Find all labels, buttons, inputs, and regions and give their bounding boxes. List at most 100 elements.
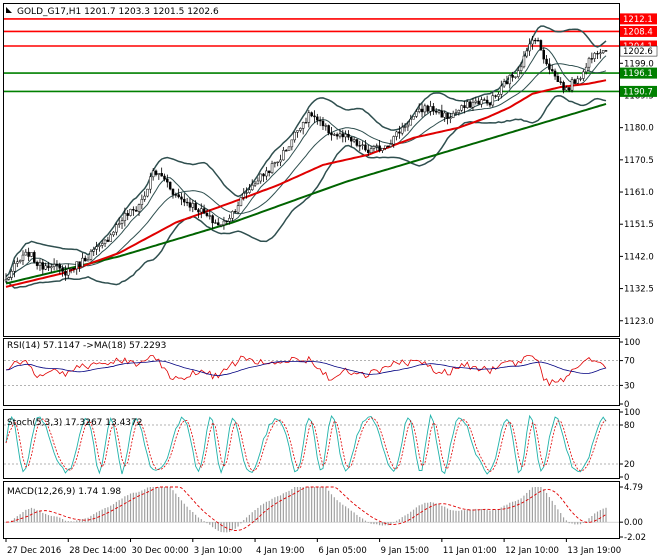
candle-body <box>61 268 64 272</box>
macd-tick-label: -2.02 <box>624 533 646 543</box>
candle-body <box>106 239 110 242</box>
candle-body <box>160 173 163 177</box>
candle-body <box>440 110 444 118</box>
candle-body <box>44 265 47 270</box>
candle-body <box>528 43 531 52</box>
stoch-pane: Stoch(5,3,3) 17.3267 13.4372 100 80 20 0 <box>3 408 640 483</box>
candle-body <box>398 131 401 134</box>
candle-body <box>350 136 353 142</box>
time-axis: 27 Dec 2016 28 Dec 14:00 30 Dec 00:00 3 Jan… <box>5 538 621 556</box>
candle-body <box>576 78 579 84</box>
candle-body <box>214 222 217 224</box>
candle-body <box>420 108 424 113</box>
stoch-tick-label: 100 <box>624 408 640 418</box>
stoch-tick-label: 80 <box>624 421 635 431</box>
candle-body <box>386 145 390 147</box>
candle-body <box>480 99 483 105</box>
candle-body <box>372 146 376 149</box>
candle-body <box>95 246 98 250</box>
candle-body <box>177 194 180 198</box>
candle-body <box>533 39 537 42</box>
candle-body <box>367 149 370 153</box>
candle-body <box>415 111 418 117</box>
candle-body <box>378 145 381 151</box>
candle-body <box>168 181 172 190</box>
rsi-tick-label: 30 <box>624 381 635 391</box>
candle-body <box>24 251 28 256</box>
price-tick-label: 1142.0 <box>624 252 654 262</box>
candle-body <box>590 58 594 60</box>
title-arrow-icon <box>6 7 12 13</box>
candle-body <box>381 148 384 151</box>
rsi-title: RSI(14) 57.1147 ->MA(18) 57.2293 <box>7 341 166 351</box>
candle-body <box>299 128 302 131</box>
macd-axis-labels: 4.79 0.00 -2.02 <box>619 483 646 543</box>
candle-body <box>508 75 512 85</box>
candle-body <box>38 262 42 266</box>
candle-body <box>149 176 152 190</box>
candle-body <box>47 265 50 269</box>
candle-body <box>395 131 398 137</box>
candle-body <box>559 81 562 83</box>
price-tick-label: 1180.0 <box>624 124 654 134</box>
candle-body <box>335 134 339 137</box>
candle-body <box>188 202 192 208</box>
price-tick-label: 1199.0 <box>624 59 654 69</box>
candle-body <box>497 94 500 97</box>
candle-body <box>358 145 362 147</box>
candle-body <box>344 133 347 138</box>
candle-body <box>556 75 560 83</box>
candle-body <box>525 50 529 57</box>
candle-body <box>579 78 582 80</box>
candle-body <box>64 271 67 276</box>
price-tick-label: 1151.5 <box>624 220 654 230</box>
candle-body <box>174 194 178 196</box>
stoch-main-line <box>5 413 607 475</box>
candle-body <box>7 277 11 280</box>
candle-body <box>259 173 262 182</box>
stochastic-lines <box>4 413 619 475</box>
candle-body <box>446 112 449 119</box>
candle-body <box>16 261 19 264</box>
stoch-title: Stoch(5,3,3) 17.3267 13.4372 <box>7 418 142 428</box>
candle-body <box>409 118 412 126</box>
candle-body <box>208 215 212 217</box>
rsi-lines <box>4 355 619 387</box>
candle-body <box>327 125 330 134</box>
candle-body <box>341 133 345 138</box>
candle-body <box>41 262 45 270</box>
candle-body <box>567 87 571 91</box>
candle-body <box>313 115 316 118</box>
candle-body <box>451 112 455 118</box>
price-chart-title: GOLD_G17,H1 1201.7 1203.3 1201.5 1202.6 <box>17 7 219 17</box>
candle-body <box>562 82 565 91</box>
candle-body <box>197 209 200 213</box>
macd-tick-label: 0.00 <box>624 518 643 528</box>
candle-body <box>519 66 523 71</box>
current-price-label: 1202.6 <box>623 47 653 57</box>
level-tag-box <box>620 85 657 97</box>
candle-body <box>248 189 251 193</box>
level-tag-box <box>620 25 657 37</box>
candle-body <box>604 50 608 52</box>
price-tick-label: 1170.5 <box>624 156 654 166</box>
candle-body <box>517 70 520 77</box>
candle-body <box>284 150 288 152</box>
rsi-axis-labels: 100 70 30 0 <box>619 338 640 410</box>
candle-body <box>474 100 478 103</box>
candle-body <box>279 159 282 163</box>
candlesticks <box>4 36 608 283</box>
price-tick-label: 1123.0 <box>624 317 654 327</box>
candle-body <box>488 102 492 106</box>
level-tag-label: 1196.1 <box>623 69 653 79</box>
candle-body <box>553 70 557 77</box>
candle-body <box>81 257 84 267</box>
candle-body <box>491 95 495 106</box>
time-tick-label: 12 Jan 10:00 <box>505 546 559 556</box>
candle-body <box>50 266 53 269</box>
candle-body <box>157 173 161 175</box>
candle-body <box>270 163 274 173</box>
rsi-pane-frame <box>3 338 620 406</box>
